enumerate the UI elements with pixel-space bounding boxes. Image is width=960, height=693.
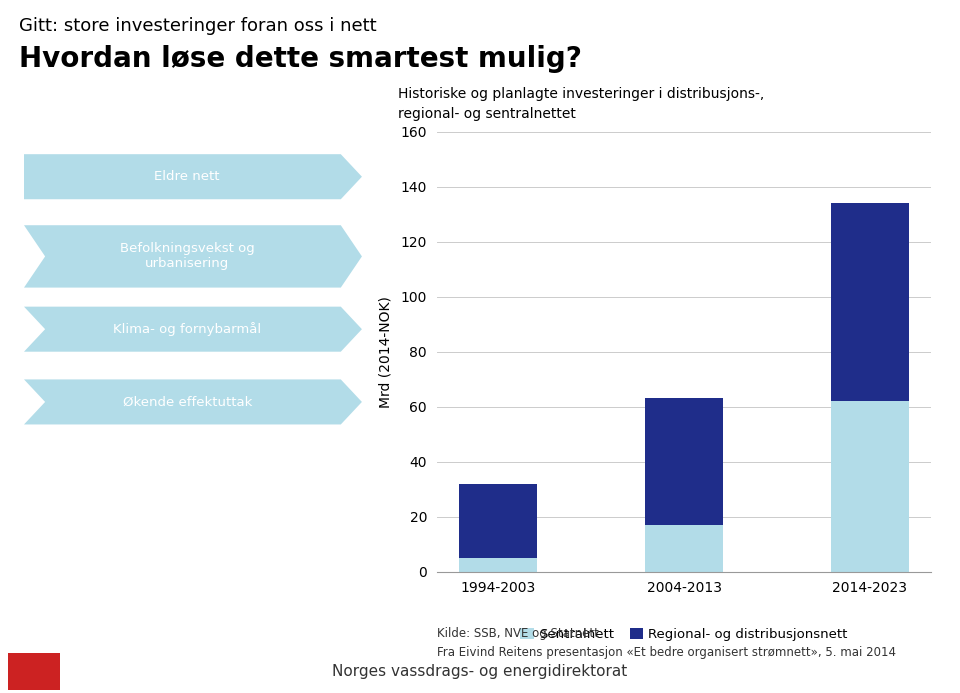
Text: Klima- og fornybarmål: Klima- og fornybarmål (113, 322, 261, 336)
Bar (830, 203, 909, 401)
Text: Gitt: store investeringer foran oss i nett: Gitt: store investeringer foran oss i ne… (19, 17, 377, 35)
Bar (459, 558, 538, 572)
Y-axis label: Mrd (2014-NOK): Mrd (2014-NOK) (378, 296, 393, 407)
Bar (830, 401, 909, 572)
Bar (645, 525, 723, 572)
Text: Økende effektuttak: Økende effektuttak (123, 396, 252, 408)
Text: regional- og sentralnettet: regional- og sentralnettet (398, 107, 576, 121)
Bar (8, 653, 60, 690)
Text: Befolkningsvekst og
urbanisering: Befolkningsvekst og urbanisering (120, 243, 254, 270)
Bar (645, 398, 723, 525)
Bar (459, 484, 538, 558)
Text: Norges vassdrags- og energidirektorat: Norges vassdrags- og energidirektorat (332, 664, 628, 679)
Text: Eldre nett: Eldre nett (155, 170, 220, 183)
Text: Kilde: SSB, NVE og Statnett: Kilde: SSB, NVE og Statnett (437, 627, 599, 640)
Text: Historiske og planlagte investeringer i distribusjons-,: Historiske og planlagte investeringer i … (398, 87, 765, 100)
Text: Fra Eivind Reitens presentasjon «Et bedre organisert strømnett», 5. mai 2014: Fra Eivind Reitens presentasjon «Et bedr… (437, 646, 896, 659)
Text: Hvordan løse dette smartest mulig?: Hvordan løse dette smartest mulig? (19, 45, 582, 73)
Legend: Sentralnett, Regional- og distribusjonsnett: Sentralnett, Regional- og distribusjonsn… (516, 622, 852, 646)
